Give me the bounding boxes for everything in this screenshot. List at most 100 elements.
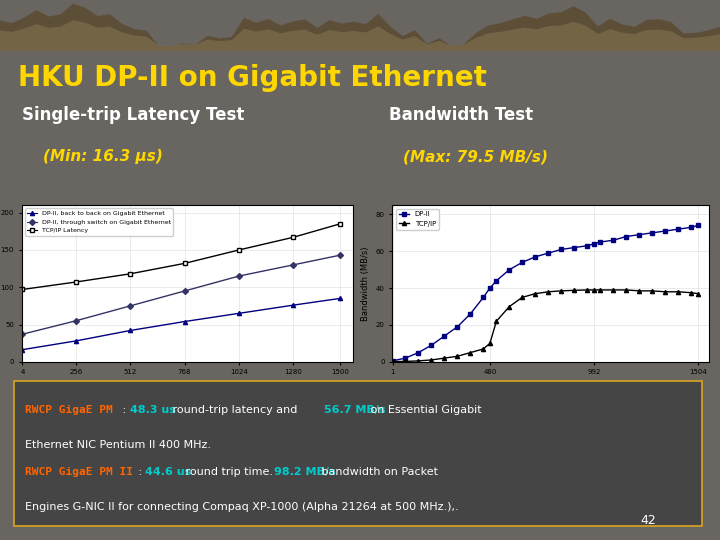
Text: 56.7 MB/s: 56.7 MB/s <box>324 405 385 415</box>
Text: Bandwidth Test: Bandwidth Test <box>389 106 533 124</box>
DP-II <box>648 230 657 236</box>
Text: Ethernet NIC Pentium II 400 MHz.: Ethernet NIC Pentium II 400 MHz. <box>25 440 211 450</box>
TCP/IP <box>648 288 657 294</box>
DP-II <box>518 259 527 266</box>
Text: 42: 42 <box>640 514 656 526</box>
Text: 98.2 MB/s: 98.2 MB/s <box>274 468 336 477</box>
Text: on Essential Gigabit: on Essential Gigabit <box>367 405 482 415</box>
DP-II, through switch on Gigabit Ethernet <box>126 302 135 309</box>
TCP/IP <box>505 303 513 310</box>
DP-II, through switch on Gigabit Ethernet <box>336 252 344 259</box>
DP-II <box>414 349 423 356</box>
Text: Single-trip Latency Test: Single-trip Latency Test <box>22 106 244 124</box>
DP-II <box>661 228 670 234</box>
DP-II <box>687 224 696 231</box>
DP-II <box>466 310 474 317</box>
DP-II <box>505 266 513 273</box>
TCP/IP <box>635 288 644 294</box>
TCP/IP <box>485 340 494 347</box>
TCP/IP <box>518 294 527 301</box>
DP-II <box>590 241 598 247</box>
TCP/IP <box>388 359 397 365</box>
TCP/IP <box>401 358 410 365</box>
FancyBboxPatch shape <box>14 381 702 526</box>
Text: bandwidth on Packet: bandwidth on Packet <box>318 468 438 477</box>
DP-II, back to back on Gigabit Ethernet <box>289 302 297 308</box>
DP-II <box>609 237 618 244</box>
DP-II, back to back on Gigabit Ethernet <box>126 327 135 334</box>
TCP/IP <box>570 287 579 294</box>
TCP/IP Latency <box>180 260 189 267</box>
TCP/IP Latency <box>18 286 27 293</box>
TCP/IP Latency <box>71 279 80 285</box>
TCP/IP Latency <box>289 234 297 240</box>
X-axis label: Message (Bytes): Message (Bytes) <box>152 381 222 390</box>
DP-II <box>583 242 592 249</box>
DP-II <box>492 278 500 284</box>
DP-II <box>453 323 462 330</box>
TCP/IP <box>544 288 553 295</box>
DP-II, through switch on Gigabit Ethernet <box>289 261 297 268</box>
Line: DP-II, through switch on Gigabit Ethernet: DP-II, through switch on Gigabit Etherne… <box>20 253 342 336</box>
TCP/IP Latency <box>126 271 135 277</box>
TCP/IP <box>622 287 631 293</box>
Line: DP-II: DP-II <box>390 224 700 363</box>
Legend: DP-II, back to back on Gigabit Ethernet, DP-II, through switch on Gigabit Ethern: DP-II, back to back on Gigabit Ethernet,… <box>24 208 174 235</box>
DP-II <box>485 285 494 292</box>
TCP/IP <box>596 287 605 293</box>
TCP/IP <box>693 291 702 297</box>
TCP/IP <box>590 287 598 293</box>
TCP/IP Latency <box>336 221 344 227</box>
DP-II <box>557 246 566 253</box>
TCP/IP <box>557 288 566 294</box>
DP-II <box>479 294 487 301</box>
Text: :: : <box>135 468 145 477</box>
Text: RWCP GigaE PM II: RWCP GigaE PM II <box>25 468 133 477</box>
Text: round-trip latency and: round-trip latency and <box>169 405 301 415</box>
TCP/IP <box>661 288 670 295</box>
Text: 44.6 us: 44.6 us <box>145 468 192 477</box>
DP-II <box>635 232 644 238</box>
DP-II <box>622 233 631 240</box>
Text: RWCP GigaE PM: RWCP GigaE PM <box>25 405 113 415</box>
TCP/IP <box>414 357 423 364</box>
Legend: DP-II, TCP/IP: DP-II, TCP/IP <box>396 208 438 230</box>
Text: :: : <box>119 405 130 415</box>
TCP/IP <box>609 287 618 293</box>
DP-II <box>531 254 540 260</box>
Line: TCP/IP: TCP/IP <box>390 288 700 364</box>
DP-II <box>596 239 605 245</box>
DP-II <box>388 357 397 364</box>
TCP/IP Latency <box>235 247 243 253</box>
Line: DP-II, back to back on Gigabit Ethernet: DP-II, back to back on Gigabit Ethernet <box>20 296 342 352</box>
DP-II <box>401 355 410 361</box>
TCP/IP <box>687 289 696 296</box>
Text: 48.3 us: 48.3 us <box>130 405 176 415</box>
DP-II <box>674 226 683 232</box>
DP-II, back to back on Gigabit Ethernet <box>235 310 243 316</box>
DP-II, back to back on Gigabit Ethernet <box>180 318 189 325</box>
Y-axis label: Bandwidth (MB/s): Bandwidth (MB/s) <box>361 246 370 321</box>
X-axis label: Message size(Byte): Message size(Byte) <box>510 381 592 390</box>
Text: HKU DP-II on Gigabit Ethernet: HKU DP-II on Gigabit Ethernet <box>18 64 487 92</box>
Text: (Max: 79.5 MB/s): (Max: 79.5 MB/s) <box>403 149 548 164</box>
TCP/IP <box>674 288 683 295</box>
TCP/IP <box>492 318 500 325</box>
DP-II <box>693 222 702 229</box>
Line: TCP/IP Latency: TCP/IP Latency <box>20 222 342 292</box>
TCP/IP <box>479 346 487 352</box>
Text: (Min: 16.3 μs): (Min: 16.3 μs) <box>43 149 163 164</box>
DP-II, through switch on Gigabit Ethernet <box>71 318 80 324</box>
DP-II <box>427 342 436 348</box>
DP-II, through switch on Gigabit Ethernet <box>18 331 27 338</box>
DP-II, back to back on Gigabit Ethernet <box>71 338 80 344</box>
TCP/IP <box>531 291 540 297</box>
TCP/IP <box>583 287 592 293</box>
DP-II, through switch on Gigabit Ethernet <box>180 288 189 294</box>
DP-II, back to back on Gigabit Ethernet <box>18 346 27 353</box>
Polygon shape <box>0 4 720 51</box>
TCP/IP <box>440 355 449 361</box>
Polygon shape <box>0 20 720 51</box>
Text: Engines G-NIC II for connecting Compaq XP-1000 (Alpha 21264 at 500 MHz.),.: Engines G-NIC II for connecting Compaq X… <box>25 502 459 512</box>
Text: round trip time.: round trip time. <box>182 468 276 477</box>
